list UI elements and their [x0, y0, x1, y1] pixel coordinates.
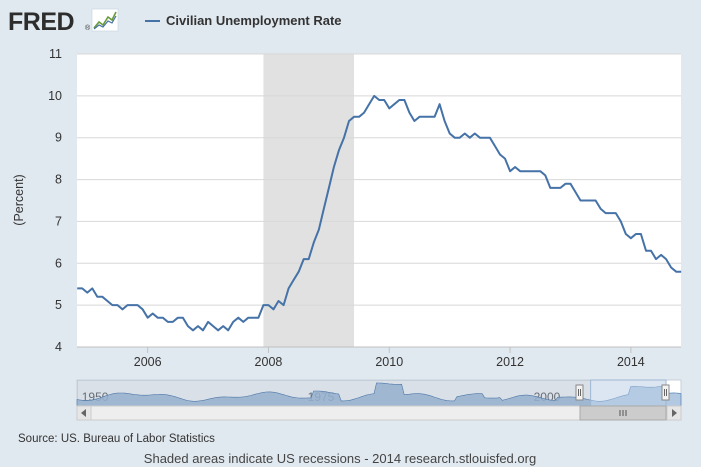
series-layer: [77, 94, 682, 332]
recession-bands: [263, 54, 355, 347]
x-axis: 2006 2008 2010 2012 2014: [134, 347, 645, 369]
navigator[interactable]: 195019752000: [76, 379, 682, 407]
x-tick-label: 2010: [375, 355, 403, 369]
scroll-right-button[interactable]: [666, 405, 682, 421]
gridlines: [77, 53, 681, 306]
arrow-right-icon: [672, 409, 677, 417]
y-tick-label: 9: [55, 131, 62, 145]
y-tick-label: 8: [55, 173, 62, 187]
y-tick-label: 4: [55, 340, 62, 354]
x-tick-label: 2008: [255, 355, 283, 369]
legend-item-label: Civilian Unemployment Rate: [166, 13, 342, 28]
y-tick-label: 5: [55, 298, 62, 312]
recession-band: [263, 54, 355, 347]
scrollbar-thumb[interactable]: [579, 405, 667, 421]
y-tick-label: 10: [48, 89, 62, 103]
trend-graph-icon: [91, 8, 119, 32]
y-axis: 4 5 6 7 8 9 10 11: [48, 47, 62, 354]
registered-mark: ®: [85, 24, 91, 32]
arrow-left-icon: [81, 409, 86, 417]
navigator-mask: [77, 380, 591, 406]
series-line[interactable]: [77, 94, 682, 332]
y-axis-label: (Percent): [12, 174, 26, 225]
navigator-selected-range[interactable]: [590, 379, 667, 407]
fred-logo-text: FRED: [8, 8, 74, 36]
navigator-series-area: [76, 382, 682, 407]
navigator-handle-right[interactable]: [661, 384, 670, 401]
scroll-left-button[interactable]: [76, 405, 92, 421]
source-text: Source: US. Bureau of Labor Statistics: [18, 433, 215, 445]
x-tick-label: 2014: [617, 355, 645, 369]
legend[interactable]: Civilian Unemployment Rate: [145, 13, 342, 28]
y-tick-label: 6: [55, 256, 62, 270]
scrollbar[interactable]: [76, 405, 682, 421]
x-tick-label: 2006: [134, 355, 162, 369]
recession-note: Shaded areas indicate US recessions - 20…: [144, 451, 536, 466]
y-tick-label: 7: [55, 214, 62, 228]
y-tick-label: 11: [49, 47, 62, 61]
navigator-handle-left[interactable]: [575, 384, 584, 401]
x-tick-label: 2012: [496, 355, 524, 369]
